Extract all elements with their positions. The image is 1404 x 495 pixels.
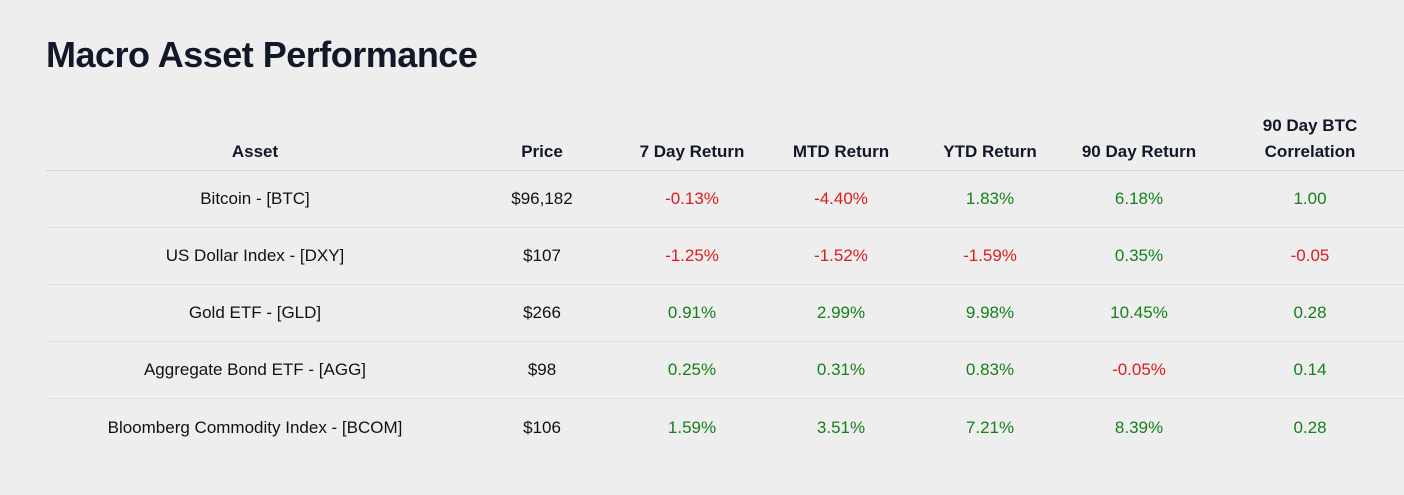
value-cell: 6.18% — [1114, 189, 1164, 208]
asset-name-cell: Aggregate Bond ETF - [AGG] — [143, 360, 367, 379]
asset-name-cell: US Dollar Index - [DXY] — [165, 246, 345, 265]
value-cell: -0.05 — [1290, 246, 1330, 265]
asset-name-cell: Gold ETF - [GLD] — [188, 303, 322, 322]
price-cell: $96,182 — [511, 189, 573, 208]
table-row: Gold ETF - [GLD] $266 0.91% 2.99% 9.98% 10.45… — [46, 285, 1404, 342]
table-row: Aggregate Bond ETF - [AGG] $98 0.25% 0.31% 0… — [46, 342, 1404, 399]
value-cell: 0.28 — [1293, 417, 1327, 437]
column-header: 7 Day Return — [639, 142, 745, 161]
price-cell: $98 — [527, 360, 557, 379]
column-header: Asset — [231, 142, 279, 161]
value-cell: 0.91% — [667, 303, 717, 322]
column-header: MTD Return — [792, 142, 890, 161]
column-header: YTD Return — [943, 142, 1037, 161]
table-header: Asset Price 7 Day Return MTD Return YTD Retu… — [46, 112, 1404, 171]
price-cell: $107 — [523, 246, 561, 265]
value-cell: 0.28 — [1293, 303, 1327, 322]
value-cell: 0.31% — [816, 360, 866, 379]
table-body: Bitcoin - [BTC] $96,182 -0.13% -4.40% 1.83% 6… — [46, 171, 1404, 456]
column-header: 90 Day Return — [1081, 142, 1197, 161]
value-cell: 7.21% — [965, 417, 1015, 437]
value-cell: 2.99% — [816, 303, 866, 322]
table-row: US Dollar Index - [DXY] $107 -1.25% -1.52% -… — [46, 228, 1404, 285]
column-header: 90 Day BTC Correlation — [1262, 116, 1358, 161]
column-header: Price — [521, 142, 563, 161]
value-cell: 0.25% — [667, 360, 717, 379]
value-cell: -0.13% — [665, 189, 719, 208]
table-row: Bloomberg Commodity Index - [BCOM] $106 1.… — [46, 399, 1404, 456]
price-cell: $106 — [523, 417, 561, 437]
value-cell: 0.35% — [1114, 246, 1164, 265]
value-cell: 10.45% — [1110, 303, 1168, 322]
value-cell: -1.25% — [665, 246, 719, 265]
value-cell: 0.83% — [965, 360, 1015, 379]
value-cell: 1.59% — [667, 417, 717, 437]
price-cell: $266 — [523, 303, 561, 322]
value-cell: -0.05% — [1112, 360, 1166, 379]
value-cell: -1.59% — [963, 246, 1017, 265]
asset-name-cell: Bloomberg Commodity Index - [BCOM] — [107, 417, 403, 437]
table-row: Bitcoin - [BTC] $96,182 -0.13% -4.40% 1.83% 6… — [46, 171, 1404, 228]
asset-name-cell: Bitcoin - [BTC] — [200, 189, 310, 208]
asset-performance-table: Asset Price 7 Day Return MTD Return YTD Retu… — [46, 112, 1404, 456]
value-cell: 8.39% — [1114, 417, 1164, 437]
value-cell: 1.00 — [1293, 189, 1327, 208]
value-cell: -4.40% — [814, 189, 868, 208]
value-cell: -1.52% — [814, 246, 868, 265]
page-title: Macro Asset Performance — [46, 34, 478, 75]
value-cell: 9.98% — [965, 303, 1015, 322]
value-cell: 1.83% — [965, 189, 1015, 208]
value-cell: 0.14 — [1293, 360, 1327, 379]
value-cell: 3.51% — [816, 417, 866, 437]
